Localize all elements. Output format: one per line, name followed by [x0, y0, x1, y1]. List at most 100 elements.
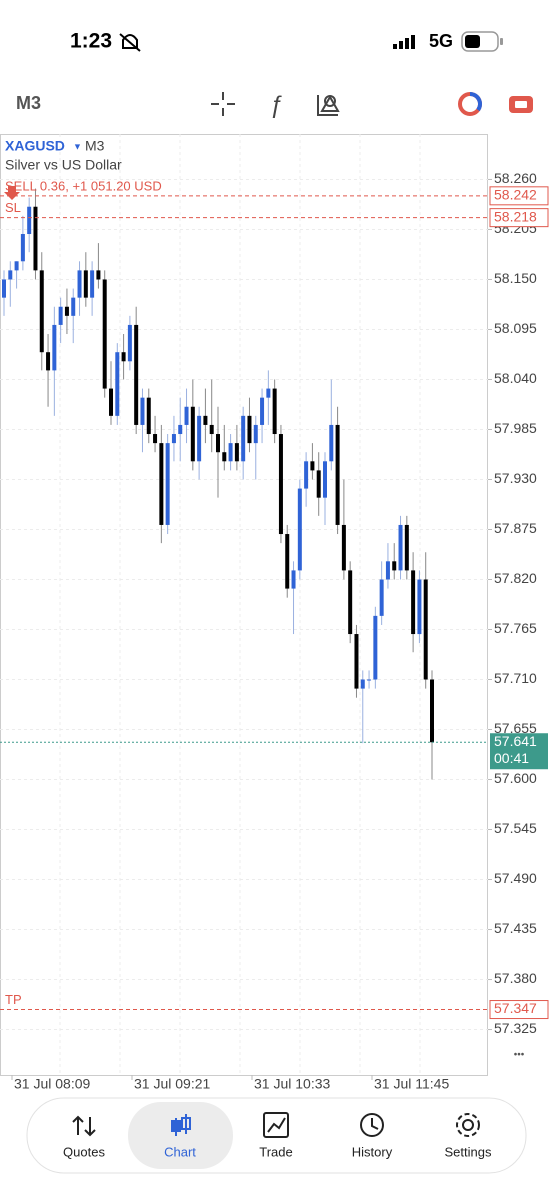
level-price-box — [489, 208, 549, 228]
candle-body — [341, 524, 346, 571]
candle-body — [316, 470, 321, 498]
symbol-dropdown[interactable]: ▼ — [73, 141, 82, 151]
bottom-nav: Quotes Chart Trade History Settings — [26, 1097, 527, 1174]
candle-body — [367, 679, 372, 681]
candle-body — [423, 579, 428, 680]
nav-label[interactable]: Trade — [259, 1144, 292, 1159]
nav-icons — [72, 1112, 480, 1138]
timeframe-button[interactable]: M3 — [16, 93, 41, 113]
level-name: SELL 0.36, +1 051.20 USD — [5, 178, 162, 193]
candle-body — [253, 424, 258, 444]
x-tick-label: 31 Jul 10:33 — [254, 1076, 330, 1092]
nav-label[interactable]: History — [352, 1144, 393, 1159]
y-tick-label: 57.435 — [494, 920, 537, 936]
y-tick-label: 57.875 — [494, 520, 537, 536]
level-name: TP — [5, 992, 22, 1007]
crosshair-button[interactable] — [211, 92, 235, 116]
candle-body — [165, 443, 170, 525]
candle-body — [209, 424, 214, 435]
y-tick-label: 57.985 — [494, 420, 537, 436]
signal-icon — [393, 35, 415, 49]
candle-body — [58, 306, 63, 325]
candle-body — [373, 615, 378, 680]
y-tick-label: 57.930 — [494, 470, 537, 486]
nav-label[interactable]: Chart — [164, 1144, 196, 1159]
candle-body — [83, 270, 88, 298]
candle-body — [323, 461, 327, 498]
y-tick-label: 58.040 — [494, 370, 537, 386]
candle-body — [411, 570, 416, 635]
candle-body — [27, 206, 32, 235]
candle-body — [184, 406, 189, 425]
candle-body — [14, 261, 19, 271]
candle-body — [241, 415, 246, 462]
candle-body — [96, 270, 101, 280]
y-tick-label: 57.820 — [494, 570, 537, 586]
candle-body — [39, 270, 44, 353]
candle-body — [398, 524, 403, 571]
y-tick-label: 58.095 — [494, 320, 537, 336]
candle-body — [354, 634, 359, 689]
chart: 58.26058.20558.15058.09558.04057.98557.9… — [0, 134, 549, 1092]
candle-body — [385, 561, 390, 580]
candle-body — [266, 388, 271, 398]
plot-frame — [0, 134, 488, 1076]
candle-body — [291, 570, 296, 589]
candle-body — [285, 534, 290, 589]
y-tick-label: 57.600 — [494, 770, 537, 786]
candle-body — [247, 415, 252, 444]
objects-button[interactable] — [317, 94, 340, 116]
y-tick-label: 57.380 — [494, 970, 537, 986]
candle-body — [127, 324, 132, 362]
candle-body — [197, 415, 202, 462]
level-name: SL — [5, 200, 21, 215]
level-price: 58.242 — [494, 187, 537, 203]
candle-body — [329, 424, 334, 462]
nav-label[interactable]: Settings — [445, 1144, 492, 1159]
candle-body — [153, 434, 158, 444]
candle-body — [234, 443, 239, 462]
candle-body — [52, 324, 57, 371]
nav-label[interactable]: Quotes — [63, 1144, 105, 1159]
candle-body — [348, 570, 353, 635]
y-tick-label: 57.765 — [494, 620, 537, 636]
level-price-box — [489, 186, 549, 206]
candle-body — [159, 443, 164, 525]
network: 5G — [429, 31, 453, 51]
more-button[interactable]: ••• — [514, 1050, 525, 1061]
candle-body — [297, 488, 302, 571]
y-tick-label: 57.545 — [494, 820, 537, 836]
candle-body — [430, 679, 434, 743]
candle-body — [278, 434, 283, 535]
one-click-button[interactable] — [509, 96, 533, 113]
nav-bar — [26, 1097, 527, 1174]
candle-body — [115, 352, 120, 416]
candle-body — [20, 234, 25, 262]
level-price-box — [489, 1000, 549, 1020]
candle-body — [140, 397, 145, 425]
sell-arrow — [4, 186, 20, 200]
level-price: 58.218 — [494, 208, 537, 224]
candle-body — [134, 324, 139, 425]
candle-body — [228, 443, 233, 462]
candle-body — [102, 279, 107, 389]
battery-icon — [461, 31, 503, 52]
candle-body — [171, 434, 176, 444]
symbol-description: Silver vs US Dollar — [5, 157, 122, 173]
y-tick-label: 57.710 — [494, 670, 537, 686]
x-tick-label: 31 Jul 11:45 — [374, 1076, 449, 1092]
trade-mode-button[interactable] — [458, 92, 482, 116]
nav-active — [128, 1102, 233, 1169]
x-tick-label: 31 Jul 08:09 — [14, 1076, 90, 1092]
indicators-button[interactable]: ƒ — [269, 91, 282, 118]
candle-body — [146, 397, 151, 435]
y-tick-label: 58.260 — [494, 170, 537, 186]
y-tick-label: 58.150 — [494, 270, 537, 286]
last-price-box — [490, 733, 548, 770]
symbol[interactable]: XAGUSD — [5, 138, 65, 154]
candle-body — [178, 424, 183, 435]
candle-body — [310, 461, 315, 471]
